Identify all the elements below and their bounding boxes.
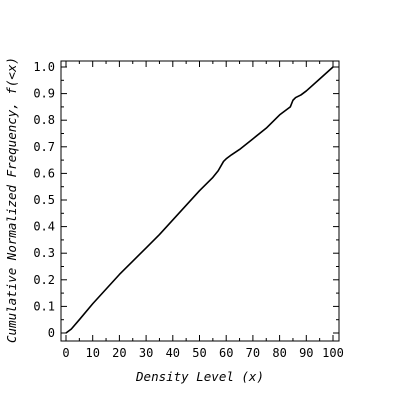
series-line-0 bbox=[65, 66, 334, 334]
x-tick-label: 0 bbox=[62, 346, 69, 360]
series-layer bbox=[65, 66, 334, 334]
x-tick-label: 30 bbox=[139, 346, 153, 360]
y-tick-label: 0.1 bbox=[33, 299, 55, 313]
x-tick-label: 10 bbox=[85, 346, 99, 360]
x-tick-label: 80 bbox=[272, 346, 286, 360]
x-tick-label: 100 bbox=[322, 346, 344, 360]
y-tick-label: 0.3 bbox=[33, 246, 55, 260]
y-tick-label: 0.4 bbox=[33, 220, 55, 234]
y-tick-label: 0.7 bbox=[33, 140, 55, 154]
x-tick-label: 20 bbox=[112, 346, 126, 360]
x-tick-label: 60 bbox=[219, 346, 233, 360]
y-tick-label: 0.5 bbox=[33, 193, 55, 207]
x-tick-label: 70 bbox=[246, 346, 260, 360]
plot-frame bbox=[60, 60, 340, 342]
tick-labels: 0 10 20 30 40 50 60 70 80 90 100 0 0.1 0.2 0.3 0.4 0.5 0.… bbox=[33, 60, 344, 360]
y-tick-label: 1.0 bbox=[33, 60, 55, 74]
y-tick-label: 0.2 bbox=[33, 273, 55, 287]
x-tick-label: 90 bbox=[299, 346, 313, 360]
y-tick-label: 0.6 bbox=[33, 166, 55, 180]
y-tick-label: 0.8 bbox=[33, 113, 55, 127]
axis-ticks bbox=[61, 61, 339, 341]
x-axis-label: Density Level (x) bbox=[135, 369, 264, 384]
x-tick-label: 50 bbox=[192, 346, 206, 360]
y-tick-label: 0 bbox=[48, 326, 55, 340]
y-tick-label: 0.9 bbox=[33, 87, 55, 101]
y-axis-label: Cumulative Normalized Frequency, f(<x) bbox=[4, 57, 19, 343]
x-tick-label: 40 bbox=[166, 346, 180, 360]
